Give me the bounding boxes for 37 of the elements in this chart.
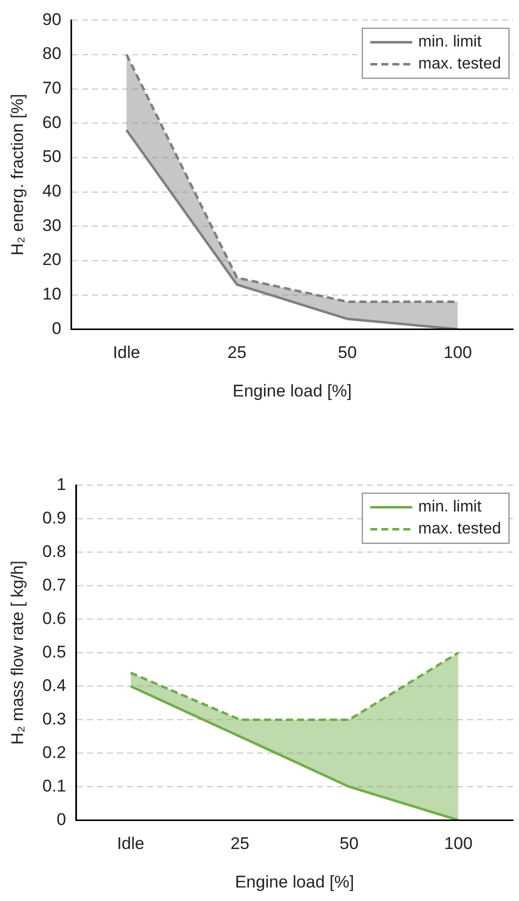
y-tick-label: 30 — [42, 216, 62, 235]
legend-label: max. tested — [418, 520, 501, 538]
legend-label: min. limit — [418, 34, 482, 51]
y-tick-label: 0.2 — [42, 742, 66, 762]
y-tick-label: 0.7 — [42, 575, 66, 594]
y-tick-label: 0.6 — [42, 608, 66, 628]
legend-label: max. tested — [418, 56, 501, 73]
y-tick-label: 80 — [42, 44, 62, 64]
y-tick-label: 90 — [42, 10, 62, 29]
y-tick-label: 0.5 — [42, 642, 66, 662]
x-tick-label: 25 — [227, 343, 246, 362]
y-tick-label: 20 — [42, 250, 62, 270]
y-tick-label: 60 — [42, 112, 62, 132]
y-tick-label: 70 — [42, 78, 62, 98]
y-tick-label: 0.8 — [42, 542, 66, 561]
x-axis-title: Engine load [%] — [232, 381, 352, 400]
legend-label: min. limit — [418, 498, 482, 516]
x-tick-label: Idle — [116, 834, 144, 854]
y-tick-label: 0.9 — [42, 508, 66, 528]
y-tick-label: 0.4 — [42, 676, 66, 695]
y-tick-label: 50 — [42, 147, 62, 166]
x-tick-label: 100 — [444, 343, 472, 362]
x-tick-label: 50 — [338, 343, 357, 362]
x-tick-label: 50 — [340, 834, 359, 854]
x-tick-label: 100 — [444, 834, 473, 854]
x-axis-title: Engine load [%] — [234, 872, 354, 892]
y-tick-label: 0 — [52, 318, 62, 338]
y-tick-label: 40 — [42, 182, 62, 201]
y-tick-label: 0 — [56, 810, 66, 829]
y-axis-title: H₂ mass flow rate [ kg/h] — [8, 560, 27, 745]
y-axis-title: H₂ energ. fraction [%] — [8, 94, 27, 256]
y-tick-label: 0.3 — [42, 709, 66, 728]
y-tick-label: 0.1 — [42, 776, 66, 796]
x-tick-label: Idle — [112, 343, 140, 362]
y-tick-label: 10 — [42, 284, 62, 304]
x-tick-label: 25 — [230, 834, 250, 854]
y-tick-label: 1 — [56, 474, 66, 494]
